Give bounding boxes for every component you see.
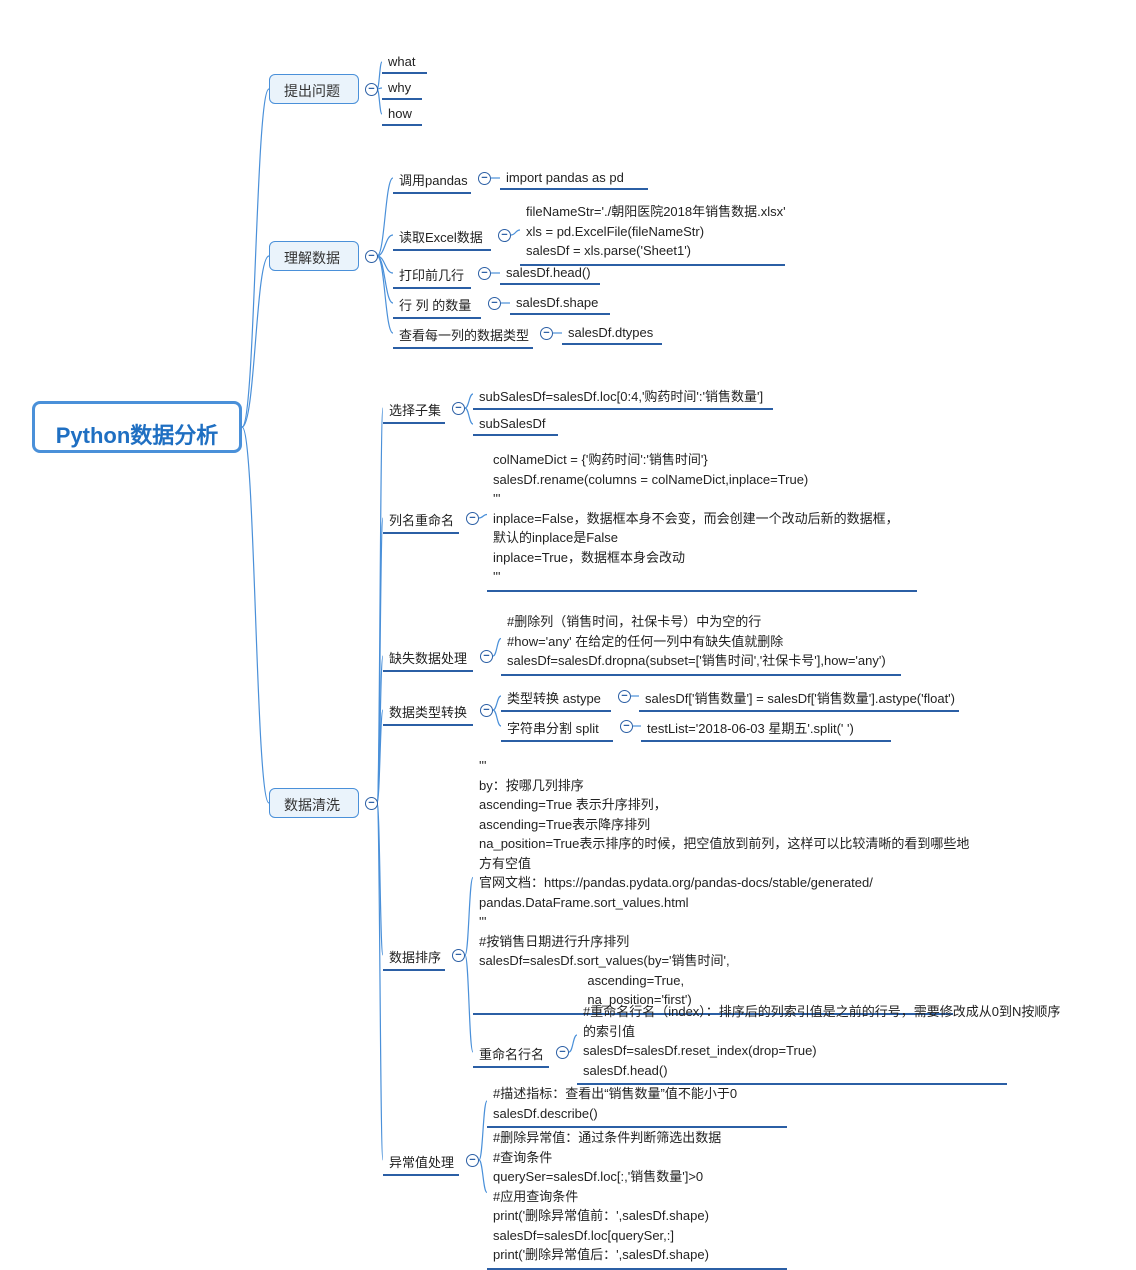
item-rename-col[interactable]: 列名重命名 xyxy=(383,508,459,534)
item-call-pandas[interactable]: 调用pandas xyxy=(393,168,471,194)
leaf-select-subset-0: subSalesDf=salesDf.loc[0:4,'购药时间':'销售数量'… xyxy=(473,384,773,410)
item-outlier[interactable]: 异常值处理 xyxy=(383,1150,459,1176)
rename-row-collapse-icon[interactable]: − xyxy=(556,1046,569,1059)
outlier-collapse-icon[interactable]: − xyxy=(466,1154,479,1167)
leaf-split: testList='2018-06-03 星期五'.split(' ') xyxy=(641,716,891,742)
leaf-dtypes: salesDf.dtypes xyxy=(562,323,662,345)
item-rename-row[interactable]: 重命名行名 xyxy=(473,1042,549,1068)
leaf-outlier-0: #描述指标：查看出“销售数量”值不能小于0 salesDf.describe() xyxy=(487,1082,787,1128)
branch-data-clean[interactable]: 数据清洗 xyxy=(269,788,359,818)
astype-collapse-icon[interactable]: − xyxy=(618,690,631,703)
item-read-excel[interactable]: 读取Excel数据 xyxy=(393,225,491,251)
data-clean-collapse-icon[interactable]: − xyxy=(365,797,378,810)
call-pandas-collapse-icon[interactable]: − xyxy=(478,172,491,185)
select-subset-collapse-icon[interactable]: − xyxy=(452,402,465,415)
leaf-print-head: salesDf.head() xyxy=(500,263,600,285)
leaf-rename-row: #重命名行名（index）：排序后的列索引值是之前的行号，需要修改成从0到N按顺… xyxy=(577,1000,1007,1085)
item-dtypes[interactable]: 查看每一列的数据类型 xyxy=(393,323,533,349)
item-type-convert[interactable]: 数据类型转换 xyxy=(383,700,473,726)
item-sort[interactable]: 数据排序 xyxy=(383,945,445,971)
root-node[interactable]: Python数据分析 xyxy=(32,401,242,453)
shape-collapse-icon[interactable]: − xyxy=(488,297,501,310)
leaf-rename-col-0: colNameDict = {'购药时间':'销售时间'} salesDf.re… xyxy=(487,448,917,592)
leaf-shape: salesDf.shape xyxy=(510,293,610,315)
dtypes-collapse-icon[interactable]: − xyxy=(540,327,553,340)
item-missing[interactable]: 缺失数据处理 xyxy=(383,646,473,672)
leaf-select-subset-1: subSalesDf xyxy=(473,414,558,436)
item-how[interactable]: how xyxy=(382,104,422,126)
sort-collapse-icon[interactable]: − xyxy=(452,949,465,962)
item-what[interactable]: what xyxy=(382,52,427,74)
missing-collapse-icon[interactable]: − xyxy=(480,650,493,663)
item-select-subset[interactable]: 选择子集 xyxy=(383,398,445,424)
item-split[interactable]: 字符串分割 split xyxy=(501,716,613,742)
type-convert-collapse-icon[interactable]: − xyxy=(480,704,493,717)
leaf-missing-0: #删除列（销售时间，社保卡号）中为空的行 #how='any' 在给定的任何一列… xyxy=(501,610,901,676)
item-astype[interactable]: 类型转换 astype xyxy=(501,686,611,712)
leaf-sort-0: ''' by：按哪几列排序 ascending=True 表示升序排列， asc… xyxy=(473,754,953,1015)
leaf-call-pandas: import pandas as pd xyxy=(500,168,648,190)
leaf-read-excel: fileNameStr='./朝阳医院2018年销售数据.xlsx' xls =… xyxy=(520,200,785,266)
leaf-astype: salesDf['销售数量'] = salesDf['销售数量'].astype… xyxy=(639,686,959,712)
print-head-collapse-icon[interactable]: − xyxy=(478,267,491,280)
item-shape[interactable]: 行 列 的数量 xyxy=(393,293,481,319)
branch-raise-question[interactable]: 提出问题 xyxy=(269,74,359,104)
read-excel-collapse-icon[interactable]: − xyxy=(498,229,511,242)
raise-question-collapse-icon[interactable]: − xyxy=(365,83,378,96)
leaf-outlier-1: #删除异常值：通过条件判断筛选出数据 #查询条件 querySer=salesD… xyxy=(487,1126,787,1270)
rename-col-collapse-icon[interactable]: − xyxy=(466,512,479,525)
item-print-head[interactable]: 打印前几行 xyxy=(393,263,471,289)
understand-data-collapse-icon[interactable]: − xyxy=(365,250,378,263)
split-collapse-icon[interactable]: − xyxy=(620,720,633,733)
branch-understand-data[interactable]: 理解数据 xyxy=(269,241,359,271)
item-why[interactable]: why xyxy=(382,78,422,100)
